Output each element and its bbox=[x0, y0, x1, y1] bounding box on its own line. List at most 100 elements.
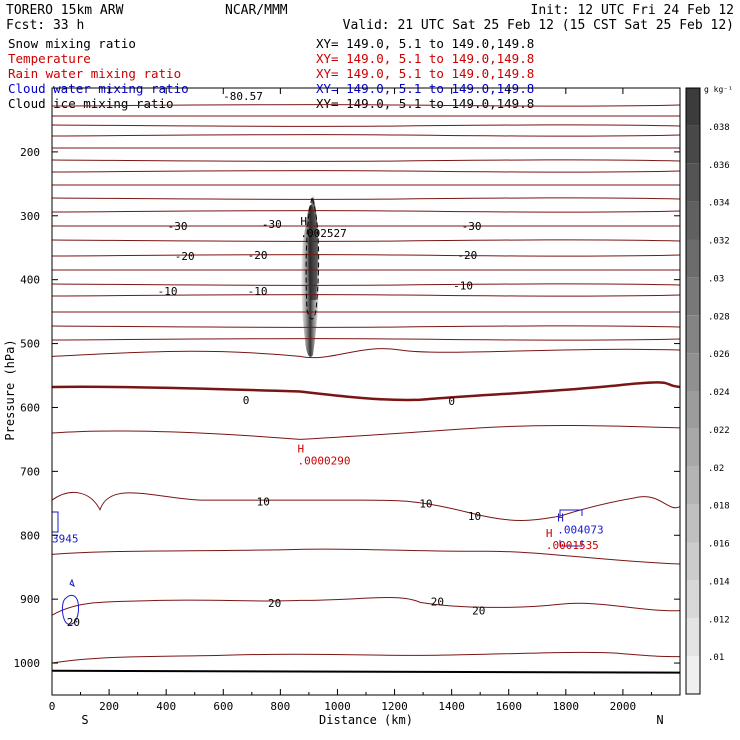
colorbar-segment bbox=[686, 428, 700, 467]
colorbar-segment bbox=[686, 353, 700, 391]
colorbar-tick-label: .018 bbox=[708, 502, 730, 512]
field-name: Temperature bbox=[8, 51, 91, 66]
colorbar-segment bbox=[686, 163, 700, 202]
x-tick-label: 1400 bbox=[438, 700, 465, 713]
colorbar-tick-label: .02 bbox=[708, 464, 724, 474]
temperature-contours bbox=[51, 104, 681, 674]
colorbar-segment bbox=[686, 239, 700, 278]
isotherm-line bbox=[51, 239, 681, 242]
maximum-value: .0000290 bbox=[297, 455, 350, 468]
isotherm-label: -30 bbox=[462, 220, 482, 233]
isotherm-label: -30 bbox=[168, 220, 188, 233]
isotherm-label: -10 bbox=[248, 285, 268, 298]
snow-shading bbox=[301, 196, 320, 357]
y-tick-label: 900 bbox=[20, 593, 40, 606]
isotherm-line bbox=[51, 325, 681, 328]
maximum-value: .0001535 bbox=[546, 539, 599, 552]
colorbar-segment bbox=[686, 391, 700, 429]
x-tick-label: 1800 bbox=[553, 700, 580, 713]
x-tick-label: 200 bbox=[99, 700, 119, 713]
maximum-marker: H bbox=[546, 527, 553, 540]
snow-core bbox=[308, 196, 318, 300]
colorbar-segment bbox=[686, 315, 700, 354]
isotherm-line bbox=[51, 548, 681, 565]
isotherm-label: 0 bbox=[448, 395, 455, 408]
isotherm-line bbox=[51, 597, 681, 616]
y-axis-label: Pressure (hPa) bbox=[3, 339, 17, 440]
maximum-marker: H bbox=[557, 512, 564, 525]
cloud-ice-contour bbox=[305, 196, 320, 320]
field-xy: XY= 149.0, 5.1 to 149.0,149.8 bbox=[316, 36, 534, 51]
isotherm-label: -10 bbox=[158, 285, 178, 298]
colorbar-segment bbox=[686, 125, 700, 164]
isotherm-line bbox=[51, 254, 681, 257]
isotherm-line bbox=[51, 134, 681, 137]
colorbar-unit: g kg⁻¹ bbox=[704, 85, 733, 94]
y-tick-label: 500 bbox=[20, 338, 40, 351]
x-tick-label: 400 bbox=[156, 700, 176, 713]
isotherm-label: 10 bbox=[468, 510, 481, 523]
isotherm-label: 20 bbox=[431, 596, 444, 609]
colorbar-segment bbox=[686, 580, 700, 619]
axes: 0 200 400 600 800 1000 1200 1400 1600 1800 2000200… bbox=[3, 88, 680, 727]
north-label: N bbox=[656, 713, 663, 727]
south-label: S bbox=[81, 713, 88, 727]
colorbar-segment bbox=[686, 88, 700, 126]
colorbar-tick-label: .016 bbox=[708, 540, 730, 550]
x-tick-label: 600 bbox=[213, 700, 233, 713]
ground-line bbox=[51, 669, 681, 674]
x-axis-label: Distance (km) bbox=[319, 713, 413, 727]
colorbar-tick-label: .038 bbox=[708, 123, 730, 133]
field-name: Rain water mixing ratio bbox=[8, 66, 181, 81]
isotherm-line bbox=[51, 210, 681, 213]
colorbar-segment bbox=[686, 504, 700, 543]
colorbar-tick-label: .01 bbox=[708, 653, 724, 663]
maximum-marker: H bbox=[297, 443, 304, 456]
x-tick-label: 0 bbox=[49, 700, 56, 713]
isotherm-label: -10 bbox=[453, 279, 473, 292]
isotherm-line bbox=[51, 197, 681, 200]
isotherm-line bbox=[51, 425, 681, 440]
field-xy: XY= 149.0, 5.1 to 149.0,149.8 bbox=[316, 51, 534, 66]
isotherm-label: 0 bbox=[243, 394, 250, 407]
x-tick-label: 800 bbox=[270, 700, 290, 713]
forecast-hour: Fcst: 33 h bbox=[6, 18, 84, 33]
colorbar-tick-label: .036 bbox=[708, 161, 730, 171]
maximum-value: .004073 bbox=[557, 524, 603, 537]
field-xy: XY= 149.0, 5.1 to 149.0,149.8 bbox=[316, 66, 534, 81]
x-tick-label: 2000 bbox=[610, 700, 637, 713]
y-tick-label: 1000 bbox=[14, 657, 41, 670]
isotherm-line bbox=[51, 170, 681, 173]
isotherm-label: 20 bbox=[268, 597, 281, 610]
isotherm-line bbox=[51, 104, 681, 107]
colorbar-tick-label: .034 bbox=[708, 199, 730, 209]
isotherm-label: -20 bbox=[175, 250, 195, 263]
model-name: TORERO 15km ARW bbox=[6, 3, 124, 18]
top-contour-value: -80.57 bbox=[223, 90, 263, 103]
isotherm-line bbox=[51, 348, 681, 359]
isotherm-label: 10 bbox=[419, 497, 432, 510]
field-legend: Snow mixing ratio XY= 149.0, 5.1 to 149.0… bbox=[8, 36, 534, 111]
isotherm-line bbox=[51, 651, 681, 664]
isotherm-line bbox=[51, 159, 681, 162]
colorbar-tick-label: .028 bbox=[708, 312, 730, 322]
colorbar-tick-label: .032 bbox=[708, 237, 730, 247]
x-tick-label: 1600 bbox=[495, 700, 522, 713]
isotherm-line bbox=[51, 294, 681, 297]
cloud-water-contour bbox=[61, 594, 79, 625]
colorbar-segment bbox=[686, 466, 700, 505]
isotherm-label: -20 bbox=[457, 249, 477, 262]
maximum-value: 3945 bbox=[52, 533, 79, 546]
isotherm-label: 20 bbox=[472, 605, 485, 618]
colorbar-segment bbox=[686, 201, 700, 240]
colorbar-segment bbox=[686, 656, 700, 694]
field-name: Cloud ice mixing ratio bbox=[8, 96, 174, 111]
x-tick-label: 1000 bbox=[324, 700, 351, 713]
plot-frame bbox=[51, 87, 681, 696]
maximum-marker: H bbox=[300, 215, 307, 228]
org-name: NCAR/MMM bbox=[225, 3, 288, 18]
field-xy: XY= 149.0, 5.1 to 149.0,149.8 bbox=[316, 96, 534, 111]
colorbar-tick-label: .024 bbox=[708, 388, 730, 398]
cloud-contours bbox=[52, 196, 583, 625]
